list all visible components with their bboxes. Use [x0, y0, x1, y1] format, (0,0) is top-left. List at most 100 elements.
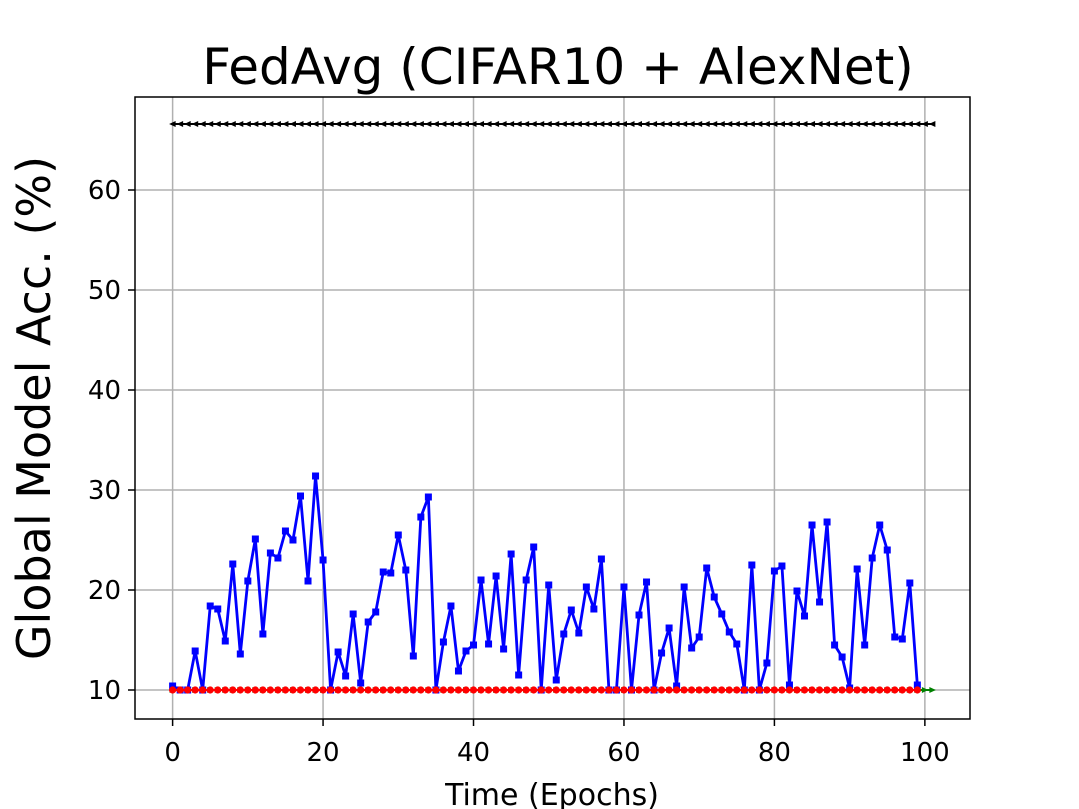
- data-point: [898, 635, 906, 643]
- data-point: [417, 513, 425, 521]
- data-point: [462, 121, 469, 127]
- data-point: [312, 121, 319, 127]
- data-point: [244, 121, 251, 127]
- data-point: [454, 667, 462, 675]
- data-point: [793, 587, 801, 595]
- data-point: [221, 121, 229, 127]
- data-point: [876, 521, 884, 529]
- data-point: [319, 121, 327, 127]
- data-point: [823, 686, 831, 694]
- data-point: [620, 686, 628, 694]
- data-point: [763, 121, 770, 127]
- data-point: [379, 568, 387, 576]
- data-point: [462, 686, 470, 694]
- data-point: [898, 686, 906, 694]
- data-point: [627, 121, 635, 127]
- data-point: [673, 686, 681, 694]
- data-point: [778, 562, 786, 570]
- data-point: [876, 686, 884, 694]
- data-point: [703, 121, 710, 127]
- data-point: [703, 564, 711, 572]
- data-point: [921, 687, 929, 693]
- data-point: [928, 121, 936, 127]
- x-tick-label: 0: [164, 738, 181, 768]
- data-point: [823, 121, 831, 127]
- data-point: [560, 686, 568, 694]
- data-point: [477, 686, 485, 694]
- data-point: [191, 647, 199, 655]
- data-point: [582, 686, 590, 694]
- data-point: [770, 686, 779, 694]
- data-point: [334, 686, 342, 694]
- data-point: [770, 567, 778, 575]
- data-point: [379, 686, 387, 694]
- data-point: [778, 121, 785, 127]
- data-point: [861, 686, 869, 694]
- data-point: [417, 121, 424, 127]
- data-point: [221, 686, 229, 694]
- data-point: [515, 121, 522, 127]
- data-point: [206, 602, 214, 610]
- data-point: [838, 121, 846, 127]
- data-point: [357, 121, 364, 127]
- data-point: [815, 686, 824, 694]
- data-point: [785, 121, 793, 127]
- data-point: [462, 647, 470, 655]
- data-point: [718, 610, 726, 618]
- data-point: [289, 686, 297, 694]
- data-point: [470, 121, 477, 127]
- data-point: [477, 576, 485, 584]
- data-point: [755, 686, 763, 694]
- data-point: [545, 121, 552, 127]
- data-point: [439, 121, 447, 127]
- x-tick-label: 60: [607, 738, 640, 768]
- data-point: [665, 121, 673, 127]
- data-point: [868, 121, 876, 127]
- data-point: [710, 121, 718, 127]
- data-point: [733, 121, 740, 127]
- data-point: [191, 121, 199, 127]
- data-point: [929, 687, 936, 693]
- data-point: [800, 686, 809, 694]
- data-point: [394, 121, 402, 127]
- data-point: [838, 686, 846, 694]
- data-point: [665, 624, 673, 632]
- data-point: [861, 121, 868, 127]
- data-point: [402, 121, 409, 127]
- data-point: [793, 686, 801, 694]
- data-point: [778, 686, 786, 694]
- data-point: [169, 686, 177, 694]
- data-point: [650, 686, 658, 694]
- data-point: [883, 686, 891, 694]
- data-point: [673, 121, 680, 127]
- data-point: [733, 640, 741, 648]
- data-point: [424, 121, 432, 127]
- data-point: [906, 579, 914, 587]
- data-point: [484, 686, 493, 694]
- data-point: [680, 686, 688, 694]
- data-point: [868, 686, 876, 694]
- data-point: [575, 686, 583, 694]
- data-point: [364, 121, 372, 127]
- data-point: [582, 121, 590, 127]
- data-point: [770, 121, 778, 127]
- data-point: [199, 121, 206, 127]
- data-point: [522, 576, 530, 584]
- data-point: [552, 121, 560, 127]
- data-point: [327, 121, 334, 127]
- data-point: [334, 648, 342, 656]
- series-2: [169, 472, 921, 694]
- data-point: [688, 644, 696, 652]
- data-point: [522, 686, 530, 694]
- data-point: [357, 679, 365, 687]
- data-point: [537, 686, 545, 694]
- data-point: [718, 121, 725, 127]
- data-point: [500, 645, 508, 653]
- y-tick-label: 30: [88, 476, 121, 506]
- data-point: [545, 581, 553, 589]
- data-point: [454, 121, 462, 127]
- data-point: [567, 686, 575, 694]
- data-point: [853, 686, 861, 694]
- series-3: [169, 686, 921, 694]
- data-point: [402, 686, 410, 694]
